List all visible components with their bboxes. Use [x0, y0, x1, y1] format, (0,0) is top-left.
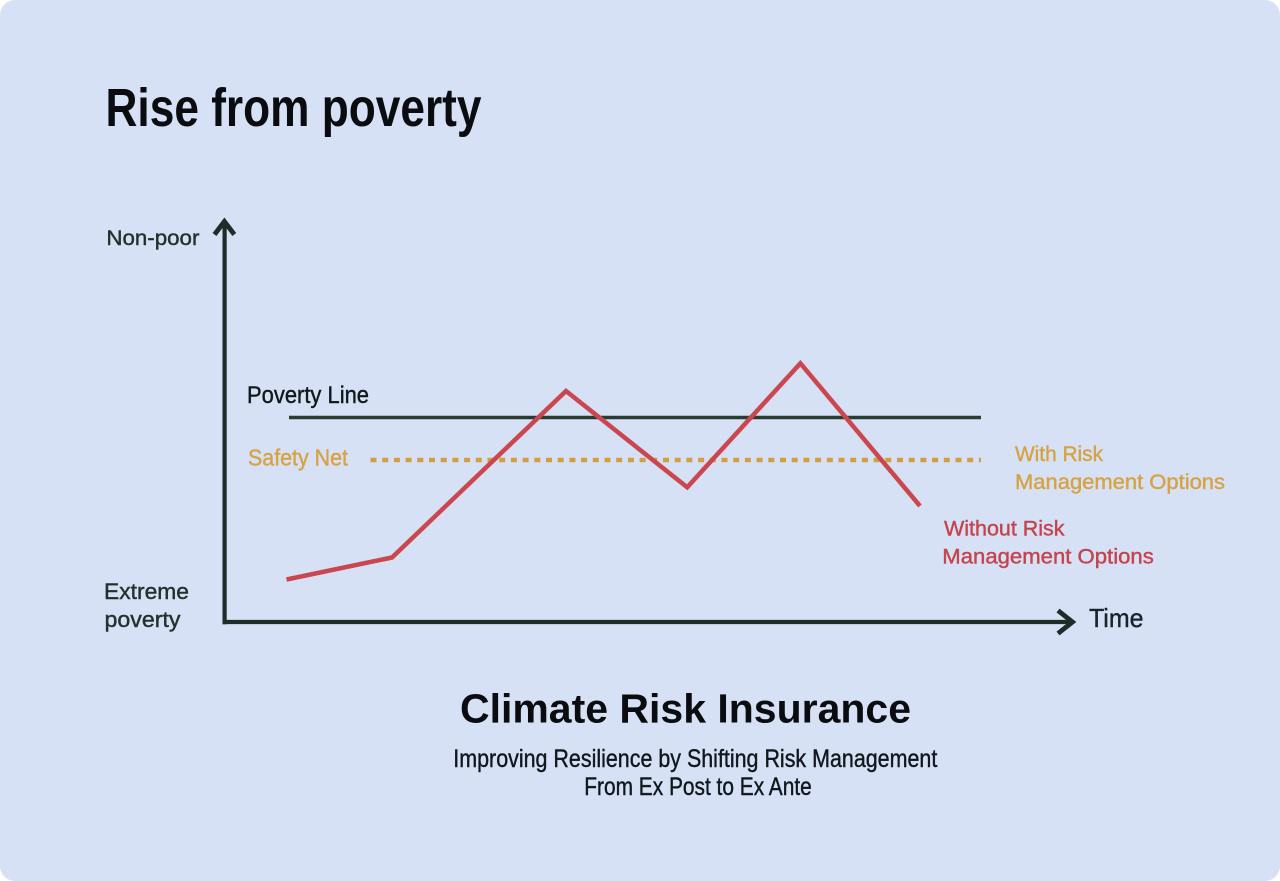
svg-text:poverty: poverty	[105, 607, 181, 632]
svg-text:Time: Time	[1089, 603, 1144, 633]
svg-text:Safety Net: Safety Net	[248, 445, 349, 471]
svg-text:From Ex Post to Ex Ante: From Ex Post to Ex Ante	[584, 773, 812, 801]
svg-text:Climate Risk Insurance: Climate Risk Insurance	[460, 686, 911, 732]
svg-text:With Risk: With Risk	[1015, 443, 1103, 466]
svg-text:Non-poor: Non-poor	[106, 226, 199, 250]
svg-text:Management Options: Management Options	[1015, 471, 1225, 494]
svg-text:Without Risk: Without Risk	[944, 518, 1065, 541]
svg-text:Improving Resilience by Shifti: Improving Resilience by Shifting Risk Ma…	[453, 745, 937, 773]
svg-text:Extreme: Extreme	[104, 579, 189, 604]
svg-text:Poverty Line: Poverty Line	[247, 382, 369, 409]
svg-text:Management Options: Management Options	[942, 545, 1154, 568]
svg-text:Rise from poverty: Rise from poverty	[106, 78, 482, 138]
